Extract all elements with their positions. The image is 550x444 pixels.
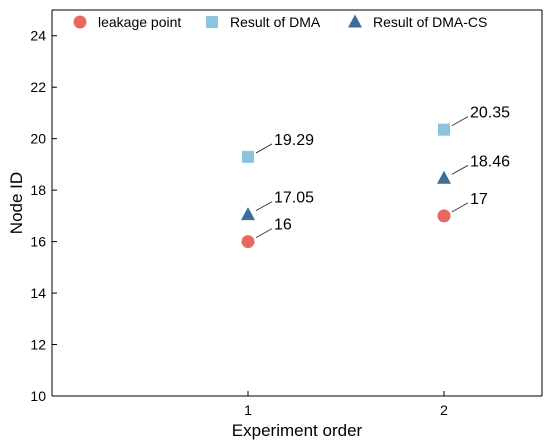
data-value-label: 17 — [470, 191, 488, 208]
label-leader-line — [255, 201, 273, 211]
y-tick-label: 24 — [30, 28, 46, 44]
legend-marker-circle — [73, 15, 87, 29]
label-leader-line — [451, 202, 469, 213]
y-tick-label: 10 — [30, 388, 46, 404]
data-point-square — [438, 123, 450, 136]
label-leader-line — [451, 116, 469, 127]
data-point-triangle — [437, 170, 451, 184]
x-tick-label: 2 — [440, 402, 448, 418]
data-point-circle — [437, 209, 451, 223]
y-tick-label: 12 — [30, 337, 46, 353]
y-axis-ticks: 10 12 14 16 18 20 22 24 — [30, 28, 57, 404]
data-markers — [241, 123, 451, 249]
data-point-circle — [241, 235, 255, 249]
y-tick-label: 22 — [30, 79, 46, 95]
x-axis-title: Experiment order — [232, 421, 363, 440]
y-tick-label: 14 — [30, 285, 46, 301]
label-leader-line — [255, 228, 273, 238]
data-value-label: 20.35 — [470, 105, 510, 122]
data-value-label: 17.05 — [274, 190, 314, 207]
legend-marker-triangle — [348, 14, 362, 28]
data-value-label: 18.46 — [470, 153, 510, 170]
data-point-square — [242, 150, 254, 163]
y-tick-label: 16 — [30, 234, 46, 250]
y-tick-label: 20 — [30, 131, 46, 147]
legend-label: leakage point — [98, 14, 181, 30]
label-leader-line — [255, 143, 273, 154]
y-tick-label: 18 — [30, 182, 46, 198]
data-value-label: 19.29 — [274, 132, 314, 149]
legend-marker-square — [206, 16, 218, 28]
plot-frame — [51, 9, 543, 397]
legend: leakage point Result of DMA Result of DMA-… — [73, 14, 487, 30]
data-labels: 16 17 19.29 20.35 17.05 18.46 — [255, 105, 510, 238]
label-leader-line — [451, 164, 469, 175]
x-tick-label: 1 — [244, 402, 252, 418]
data-value-label: 16 — [274, 217, 292, 234]
legend-label: Result of DMA — [230, 14, 321, 30]
data-point-triangle — [241, 207, 255, 221]
y-axis-title: Node ID — [7, 172, 26, 234]
legend-label: Result of DMA-CS — [373, 14, 487, 30]
